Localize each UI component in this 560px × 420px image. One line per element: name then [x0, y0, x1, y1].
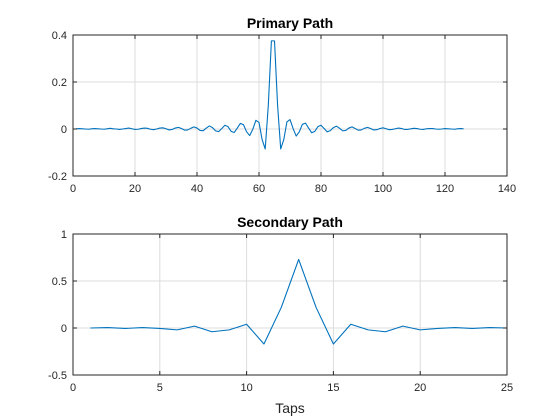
x-axis-label: Taps: [275, 400, 305, 416]
y-tick-label: 0.5: [52, 276, 67, 288]
axes-box: [72, 233, 508, 376]
y-tick-label: 0: [61, 124, 67, 136]
x-tick-label: 120: [436, 183, 454, 195]
x-tick-label: 15: [327, 382, 339, 394]
x-tick-label: 20: [414, 382, 426, 394]
x-tick-label: 0: [70, 183, 76, 195]
x-tick-label: 5: [157, 382, 163, 394]
y-tick-label: 1: [61, 229, 67, 241]
y-tick-label: -0.2: [48, 171, 67, 183]
chart-title: Primary Path: [247, 15, 333, 31]
plot-area: [73, 234, 507, 375]
x-tick-label: 140: [498, 183, 516, 195]
y-tick-label: 0.2: [52, 77, 67, 89]
x-tick-label: 25: [501, 382, 513, 394]
axes-box: [72, 34, 508, 177]
chart-title: Secondary Path: [237, 214, 343, 230]
series-line: [76, 40, 464, 150]
x-tick-label: 80: [315, 183, 327, 195]
x-tick-label: 10: [240, 382, 252, 394]
x-tick-label: 0: [70, 382, 76, 394]
x-tick-label: 20: [129, 183, 141, 195]
x-tick-label: 60: [253, 183, 265, 195]
y-tick-label: 0.4: [52, 30, 67, 42]
y-tick-label: -0.5: [48, 370, 67, 382]
x-tick-label: 40: [191, 183, 203, 195]
plot-area: [73, 35, 507, 176]
x-tick-label: 100: [374, 183, 392, 195]
series-line: [90, 258, 508, 345]
y-tick-label: 0: [61, 323, 67, 335]
